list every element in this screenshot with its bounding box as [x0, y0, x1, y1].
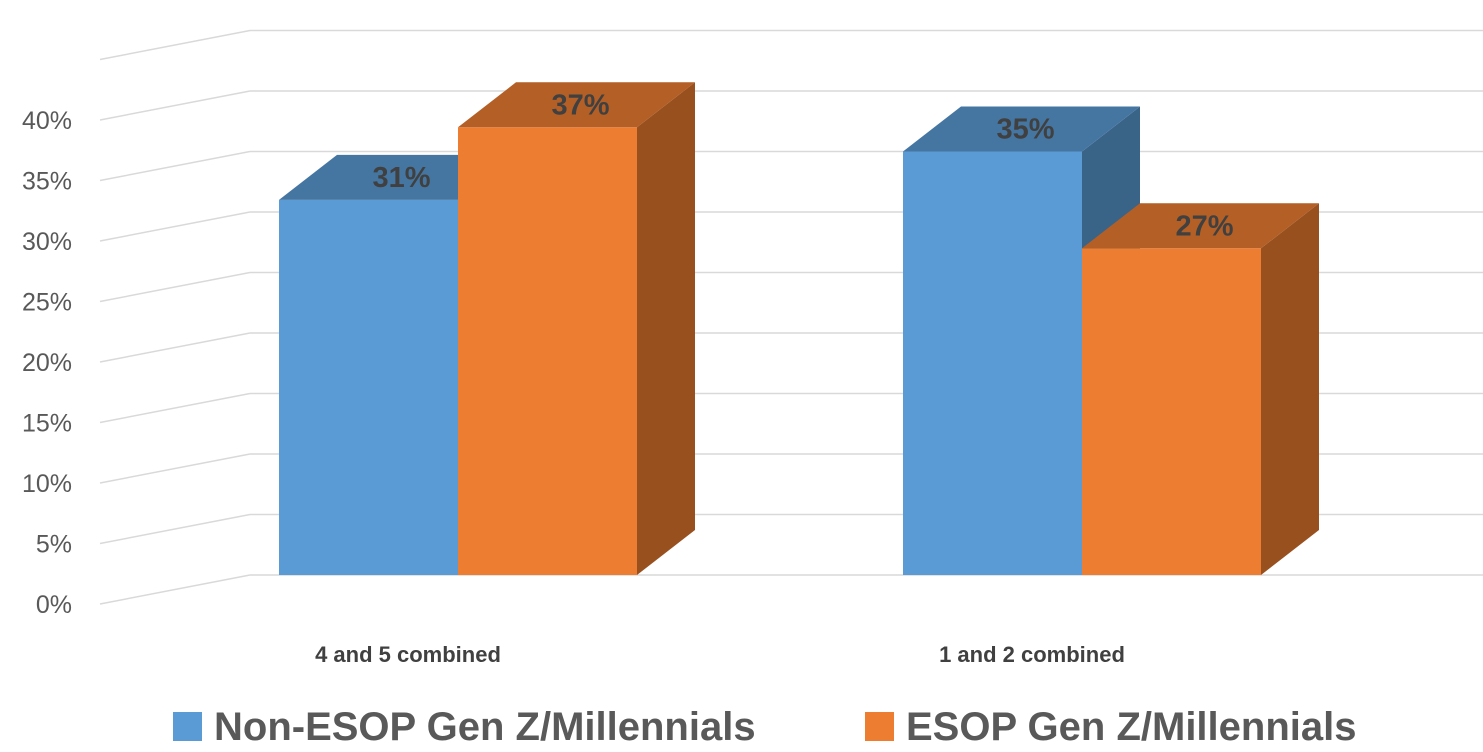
bar-front: [1082, 248, 1261, 576]
y-tick-label: 5%: [36, 531, 72, 559]
legend: Non-ESOP Gen Z/Millennials ESOP Gen Z/Mil…: [173, 705, 1357, 749]
data-label: 31%: [372, 162, 430, 194]
x-category-label: 1 and 2 combined: [939, 642, 1125, 667]
gridline-side: [99, 392, 251, 424]
legend-label: ESOP Gen Z/Millennials: [906, 705, 1357, 749]
bar-front: [903, 151, 1082, 575]
data-label: 37%: [551, 89, 609, 121]
bar-top: [458, 82, 695, 128]
gridline-side: [99, 271, 251, 303]
bar-front: [279, 199, 458, 575]
gridline-side: [99, 453, 251, 484]
gridline-side: [99, 513, 251, 545]
data-label: 35%: [996, 114, 1054, 146]
y-tick-label: 35%: [22, 168, 72, 196]
y-tick-label: 25%: [22, 289, 72, 317]
gridline-side: [99, 150, 251, 182]
y-tick-label: 40%: [22, 107, 72, 135]
gridline-side: [99, 574, 251, 605]
y-axis-ticks: 0% 5% 10% 15% 20% 25% 30% 35% 40%: [22, 107, 72, 619]
data-labels: 31% 37% 35% 27%: [372, 89, 1233, 242]
y-tick-label: 15%: [22, 410, 72, 438]
bar-front: [458, 127, 637, 576]
data-label: 27%: [1175, 210, 1233, 242]
x-category-label: 4 and 5 combined: [315, 642, 501, 667]
bar-top: [279, 154, 516, 200]
gridline-side: [99, 90, 251, 121]
bar-side: [1261, 203, 1319, 576]
bar-top: [903, 106, 1140, 152]
legend-swatch: [865, 712, 894, 741]
bar-side: [637, 82, 695, 576]
gridline-side: [99, 29, 251, 61]
y-tick-label: 0%: [36, 591, 72, 619]
bar-top: [1082, 203, 1319, 249]
gridline-side: [99, 211, 251, 242]
bars: [279, 82, 1319, 576]
legend-label: Non-ESOP Gen Z/Millennials: [214, 705, 756, 749]
y-tick-label: 10%: [22, 470, 72, 498]
legend-swatch: [173, 712, 202, 741]
x-axis-categories: 4 and 5 combined 1 and 2 combined: [315, 642, 1125, 667]
y-tick-label: 30%: [22, 228, 72, 256]
y-tick-label: 20%: [22, 349, 72, 377]
gridline-side: [99, 332, 251, 363]
